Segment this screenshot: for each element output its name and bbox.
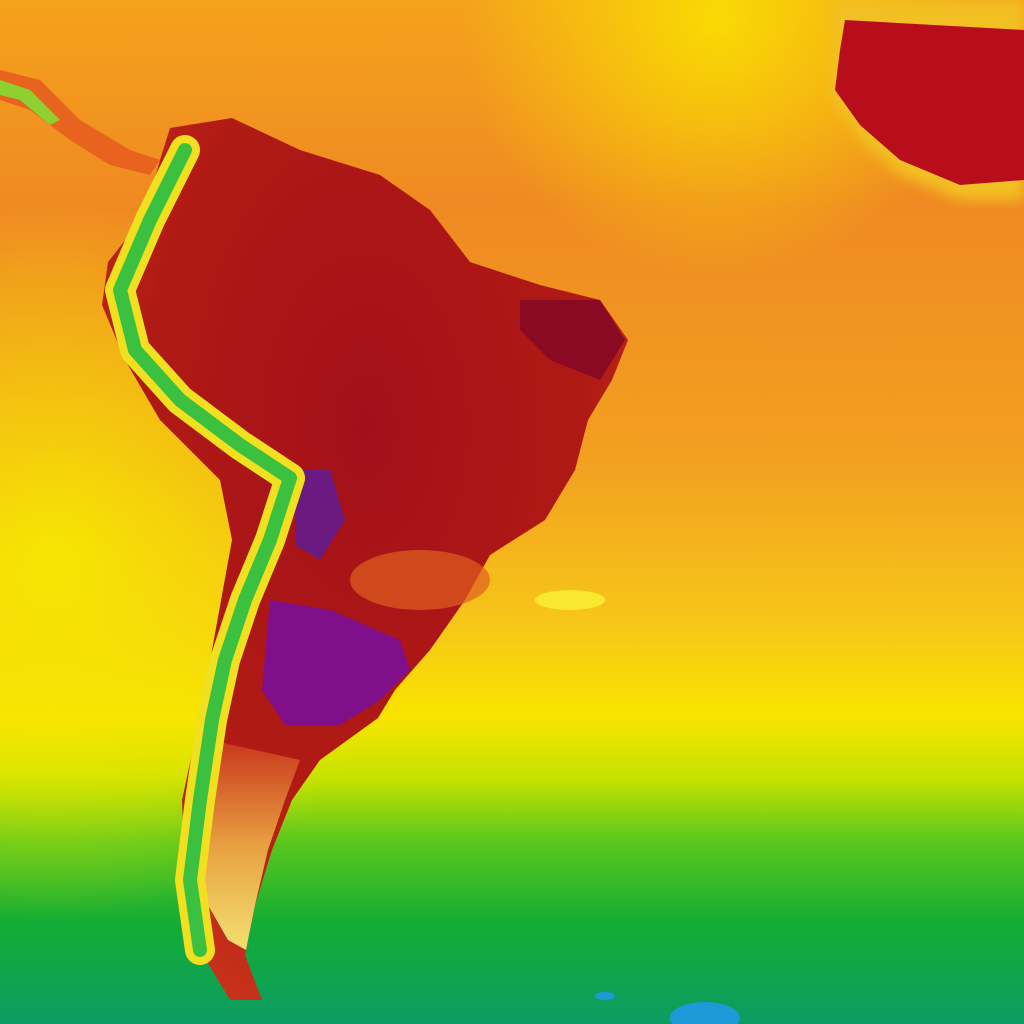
- southern-brazil: [350, 550, 490, 610]
- andes: [113, 143, 297, 957]
- cold-water: [670, 1002, 740, 1024]
- chaco-hotspot: [295, 470, 345, 560]
- africa: [835, 20, 1024, 185]
- cold-water-small: [595, 992, 615, 1000]
- patagonia: [195, 740, 300, 950]
- cool-patch: [535, 590, 605, 610]
- northeast-hotspot: [520, 300, 625, 380]
- pampas-hotspot: [262, 600, 410, 725]
- central-america-highlands: [0, 80, 60, 125]
- central-america: [0, 70, 160, 175]
